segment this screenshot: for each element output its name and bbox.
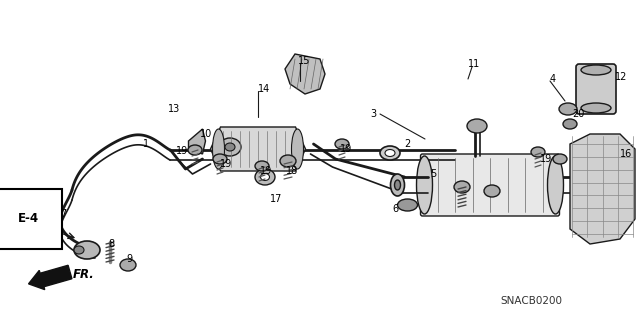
Ellipse shape: [467, 119, 487, 133]
Ellipse shape: [397, 199, 417, 211]
Ellipse shape: [563, 119, 577, 129]
Text: 19: 19: [176, 146, 188, 156]
Ellipse shape: [291, 129, 303, 169]
Text: 4: 4: [550, 74, 556, 84]
Ellipse shape: [255, 161, 269, 171]
Text: 7: 7: [60, 209, 67, 219]
Text: 8: 8: [108, 239, 114, 249]
Ellipse shape: [188, 145, 202, 155]
Ellipse shape: [260, 174, 269, 181]
Text: E-4: E-4: [17, 212, 38, 226]
Text: 5: 5: [430, 169, 436, 179]
Ellipse shape: [559, 103, 577, 115]
Text: 9: 9: [126, 254, 132, 264]
Ellipse shape: [390, 174, 404, 196]
Polygon shape: [285, 54, 325, 94]
Text: 19: 19: [260, 166, 272, 176]
Polygon shape: [189, 129, 205, 154]
Text: 20: 20: [572, 109, 584, 119]
Ellipse shape: [454, 181, 470, 193]
Text: 14: 14: [258, 84, 270, 94]
Text: 6: 6: [392, 204, 398, 214]
Text: 2: 2: [404, 139, 410, 149]
Ellipse shape: [280, 155, 296, 167]
Ellipse shape: [581, 65, 611, 75]
Text: 10: 10: [200, 129, 212, 139]
Text: 13: 13: [168, 104, 180, 114]
Text: 17: 17: [270, 194, 282, 204]
Text: 11: 11: [468, 59, 480, 69]
Text: SNACB0200: SNACB0200: [500, 296, 562, 306]
Ellipse shape: [394, 180, 401, 190]
Text: 12: 12: [615, 72, 627, 82]
Text: 18: 18: [286, 166, 298, 176]
Ellipse shape: [120, 259, 136, 271]
FancyBboxPatch shape: [576, 64, 616, 114]
Ellipse shape: [531, 147, 545, 157]
Ellipse shape: [213, 154, 227, 164]
Ellipse shape: [335, 139, 349, 149]
Ellipse shape: [212, 129, 225, 169]
FancyBboxPatch shape: [420, 154, 559, 216]
FancyArrow shape: [29, 265, 72, 290]
Polygon shape: [211, 127, 305, 171]
Polygon shape: [570, 134, 635, 244]
Text: 16: 16: [620, 149, 632, 159]
Ellipse shape: [581, 103, 611, 113]
Ellipse shape: [417, 156, 433, 214]
Text: 1: 1: [143, 139, 149, 149]
Text: 15: 15: [298, 56, 310, 66]
Ellipse shape: [392, 176, 403, 194]
Text: FR.: FR.: [73, 268, 95, 280]
Ellipse shape: [219, 138, 241, 156]
Ellipse shape: [380, 146, 400, 160]
Ellipse shape: [255, 169, 275, 185]
Ellipse shape: [553, 154, 567, 164]
Text: 3: 3: [370, 109, 376, 119]
Text: 19: 19: [340, 144, 352, 154]
Ellipse shape: [74, 246, 84, 254]
Ellipse shape: [74, 241, 100, 259]
Ellipse shape: [385, 150, 395, 157]
Text: 19: 19: [540, 154, 552, 164]
Ellipse shape: [547, 156, 563, 214]
Ellipse shape: [484, 185, 500, 197]
Ellipse shape: [225, 143, 235, 151]
Text: 19: 19: [220, 159, 232, 169]
